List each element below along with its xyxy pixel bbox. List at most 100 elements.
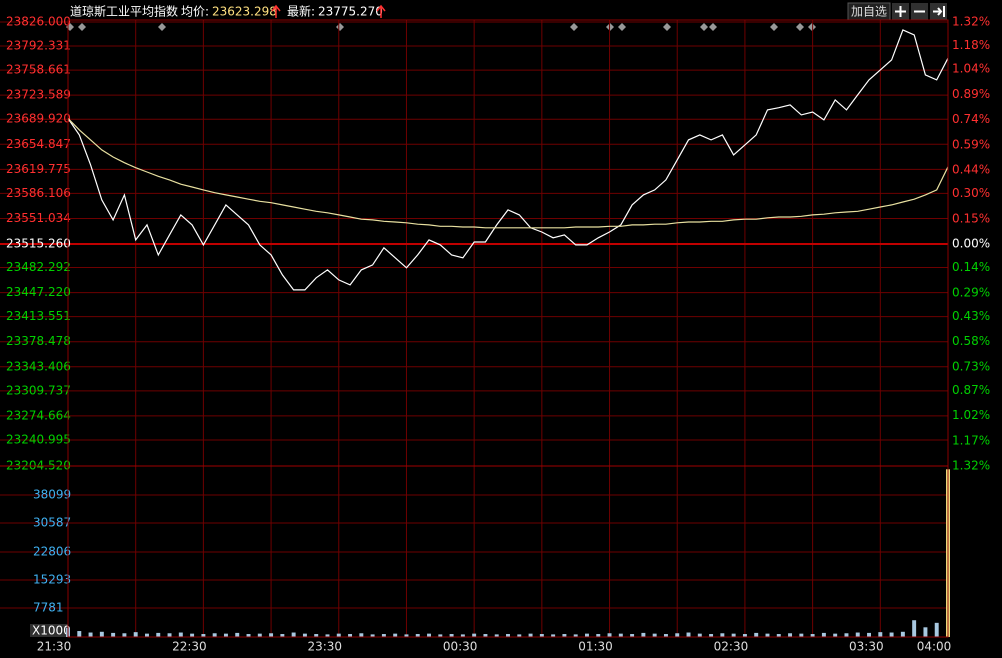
y-tick-label: 23792.331 <box>6 39 71 53</box>
volume-bar <box>415 634 420 637</box>
y2-tick-label: 0.59% <box>952 137 990 151</box>
volume-bar <box>246 634 251 637</box>
volume-bar <box>799 633 804 637</box>
x-tick-label: 03:30 <box>849 640 884 654</box>
volume-bar <box>302 633 307 637</box>
volume-bar <box>427 633 431 637</box>
y-tick-label: 23619.775 <box>6 162 71 176</box>
volume-bar <box>178 632 183 637</box>
marker-diamonds <box>66 23 816 31</box>
volume-bar <box>483 634 488 637</box>
average-line <box>67 117 949 229</box>
volume-bar <box>844 633 849 637</box>
volume-bar <box>528 633 533 637</box>
volume-bar <box>607 633 612 637</box>
volume-bar <box>133 632 138 637</box>
y-tick-label: 23654.847 <box>6 137 71 151</box>
volume-bar <box>438 634 443 637</box>
y-tick-label: 23689.920 <box>6 112 71 126</box>
volume-bar <box>156 632 161 637</box>
x-tick-label: 04:00 <box>917 640 952 654</box>
last-label: 最新: <box>287 4 315 19</box>
volume-bar <box>472 633 477 637</box>
volume-bar <box>291 632 296 637</box>
volume-bar <box>223 633 228 637</box>
y-tick-label: 23723.589 <box>6 88 71 102</box>
volume-bar <box>88 632 93 637</box>
volume-bar <box>821 632 826 637</box>
avg-price: 23623.298 <box>212 5 277 19</box>
volume-bar <box>167 633 172 637</box>
y2-tick-label: 1.04% <box>952 62 990 76</box>
volume-bar <box>934 622 939 637</box>
y2-tick-label: 0.00% <box>952 237 990 251</box>
volume-bar <box>889 632 894 637</box>
volume-bar <box>77 631 82 637</box>
volume-bar <box>348 634 353 637</box>
volume-bar <box>833 633 838 637</box>
volume-bar <box>381 634 386 637</box>
x-tick-label: 01:30 <box>578 640 613 654</box>
y-tick-label: 23758.661 <box>6 63 71 77</box>
toolbar: 加自选 <box>847 2 947 21</box>
volume-bar <box>754 632 759 637</box>
volume-bar <box>122 633 127 637</box>
y-tick-label: 23515.260 <box>6 237 71 251</box>
volume-bar <box>494 634 499 637</box>
y-tick-label: 30587 <box>33 516 71 530</box>
y2-tick-label: 1.02% <box>952 408 990 422</box>
volume-bar <box>314 634 319 637</box>
volume-bar <box>235 632 240 637</box>
volume-bar <box>900 631 905 637</box>
y-tick-label: 23240.995 <box>6 432 71 446</box>
volume-bar <box>573 634 578 637</box>
up-arrow <box>271 4 281 18</box>
volume-bar <box>596 634 601 637</box>
volume-bar <box>663 634 668 637</box>
volume-bar <box>742 634 747 637</box>
volume-bar <box>257 633 262 637</box>
y2-tick-label: 0.89% <box>952 87 990 101</box>
plus-icon <box>895 6 906 17</box>
volume-bar <box>630 634 635 637</box>
volume-bar <box>269 633 274 637</box>
volume-bar <box>551 634 556 637</box>
y-tick-label: 23447.220 <box>6 285 71 299</box>
volume-bar <box>212 633 217 637</box>
volume-bar <box>325 634 330 637</box>
end-icon <box>933 6 945 17</box>
y2-tick-label: 0.58% <box>952 334 990 348</box>
y-tick-label: 23826.000 <box>6 15 71 29</box>
volume-bar <box>460 634 465 637</box>
x-tick-label: 00:30 <box>443 640 478 654</box>
volume-bar <box>370 634 375 637</box>
y2-tick-label: 0.74% <box>952 112 990 126</box>
volume-bar <box>618 633 623 637</box>
y2-tick-label: 1.18% <box>952 38 990 52</box>
y2-tick-label: 1.32% <box>952 459 990 473</box>
event-markers <box>66 23 816 31</box>
y2-tick-label: 0.87% <box>952 383 990 397</box>
price-line <box>67 29 949 291</box>
index-name: 道琼斯工业平均指数 <box>70 4 178 19</box>
volume-bar <box>720 633 725 637</box>
y-tick-label: 38099 <box>33 488 71 502</box>
plot-frame <box>67 19 949 638</box>
volume-bar <box>686 632 691 637</box>
volume-bar <box>731 633 736 637</box>
y2-tick-label: 1.17% <box>952 433 990 447</box>
volume-bar <box>145 633 149 637</box>
y2-tick-label: 0.29% <box>952 285 990 299</box>
volume-bar <box>393 633 398 637</box>
volume-bar <box>562 634 567 637</box>
volume-bar <box>359 633 364 637</box>
y-tick-label: 7781 <box>33 600 64 614</box>
volume-bar <box>190 633 195 637</box>
up-arrow <box>376 4 386 18</box>
volume-bar <box>810 634 815 637</box>
volume-bar <box>506 634 510 637</box>
volume-bar <box>280 634 285 637</box>
